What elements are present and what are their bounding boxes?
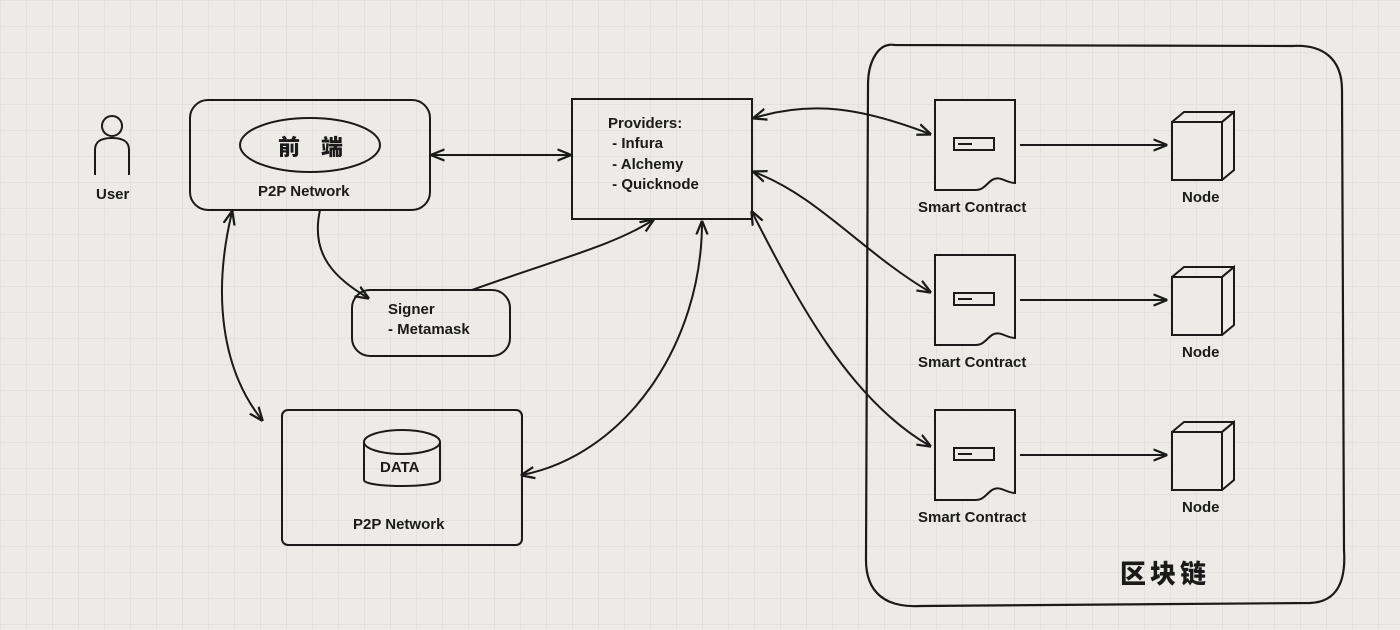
data-label: DATA bbox=[380, 458, 419, 478]
smart-contract-icon-3 bbox=[935, 410, 1015, 500]
sc2-label: Smart Contract bbox=[918, 353, 1026, 373]
node-icon-1 bbox=[1172, 112, 1234, 180]
blockchain-title: 区块链 bbox=[1120, 555, 1210, 590]
sc3-label: Smart Contract bbox=[918, 508, 1026, 528]
node3-label: Node bbox=[1182, 498, 1220, 518]
sc1-label: Smart Contract bbox=[918, 198, 1026, 218]
frontend-sublabel: P2P Network bbox=[258, 182, 349, 202]
smart-contract-icon-1 bbox=[935, 100, 1015, 190]
edge-frontend-data bbox=[222, 212, 262, 420]
node2-label: Node bbox=[1182, 343, 1220, 363]
smart-contract-icon-2 bbox=[935, 255, 1015, 345]
user-icon bbox=[95, 116, 129, 175]
edge-frontend-signer bbox=[318, 210, 368, 298]
edge-providers-sc1 bbox=[754, 108, 930, 134]
user-label: User bbox=[96, 185, 129, 205]
data-sublabel: P2P Network bbox=[353, 515, 444, 535]
diagram-canvas bbox=[0, 0, 1400, 630]
node1-label: Node bbox=[1182, 188, 1220, 208]
signer-label: Signer - Metamask bbox=[388, 300, 470, 341]
edge-providers-sc3 bbox=[752, 212, 930, 446]
node-icon-3 bbox=[1172, 422, 1234, 490]
node-icon-2 bbox=[1172, 267, 1234, 335]
frontend-title: 前 端 bbox=[278, 132, 351, 162]
edge-signer-providers bbox=[472, 220, 653, 290]
edge-data-providers bbox=[522, 222, 702, 475]
edge-providers-sc2 bbox=[754, 172, 930, 292]
providers-label: Providers: - Infura - Alchemy - Quicknod… bbox=[608, 114, 699, 195]
